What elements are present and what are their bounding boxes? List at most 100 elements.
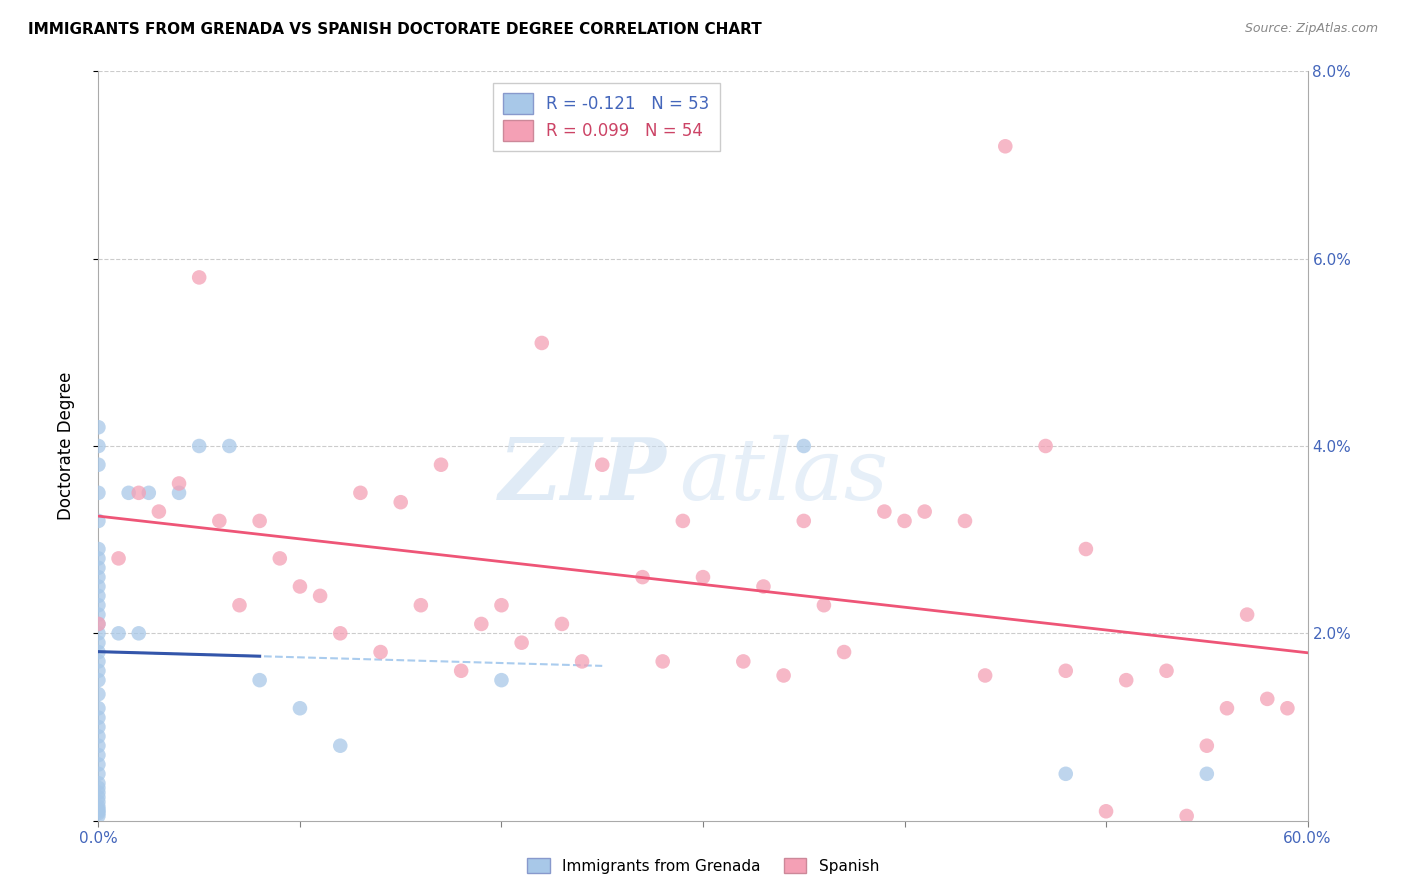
Point — [87, 730, 110, 744]
Text: ZIP: ZIP — [499, 434, 666, 517]
Point — [651, 655, 673, 669]
Point — [87, 645, 110, 659]
Y-axis label: Doctorate Degree: Doctorate Degree — [56, 372, 75, 520]
Point — [349, 485, 371, 500]
Point — [118, 485, 141, 500]
Point — [1216, 701, 1239, 715]
Point — [107, 626, 129, 640]
Point — [914, 505, 936, 519]
Point — [87, 809, 110, 823]
Point — [1054, 767, 1077, 781]
Point — [148, 505, 170, 519]
Point — [128, 626, 150, 640]
Point — [87, 780, 110, 795]
Point — [87, 664, 110, 678]
Point — [188, 270, 211, 285]
Point — [87, 485, 110, 500]
Point — [1256, 692, 1278, 706]
Point — [87, 617, 110, 632]
Point — [87, 687, 110, 701]
Point — [249, 514, 271, 528]
Point — [87, 458, 110, 472]
Point — [309, 589, 332, 603]
Point — [873, 505, 896, 519]
Point — [128, 485, 150, 500]
Point — [87, 786, 110, 800]
Point — [450, 664, 472, 678]
Point — [87, 673, 110, 688]
Point — [87, 589, 110, 603]
Point — [87, 767, 110, 781]
Point — [1277, 701, 1299, 715]
Point — [832, 645, 855, 659]
Point — [591, 458, 613, 472]
Point — [510, 635, 533, 649]
Text: Source: ZipAtlas.com: Source: ZipAtlas.com — [1244, 22, 1378, 36]
Point — [87, 805, 110, 819]
Point — [1095, 805, 1118, 819]
Point — [631, 570, 654, 584]
Point — [87, 617, 110, 632]
Point — [87, 720, 110, 734]
Point — [329, 739, 352, 753]
Point — [491, 673, 513, 688]
Text: atlas: atlas — [679, 434, 889, 517]
Point — [87, 655, 110, 669]
Point — [672, 514, 695, 528]
Point — [1156, 664, 1178, 678]
Point — [1195, 739, 1218, 753]
Point — [87, 795, 110, 809]
Point — [167, 485, 190, 500]
Legend: R = -0.121   N = 53, R = 0.099   N = 54: R = -0.121 N = 53, R = 0.099 N = 54 — [494, 84, 720, 151]
Point — [107, 551, 129, 566]
Point — [733, 655, 755, 669]
Point — [138, 485, 160, 500]
Point — [288, 580, 311, 594]
Point — [87, 420, 110, 434]
Point — [551, 617, 574, 632]
Point — [87, 747, 110, 762]
Point — [87, 570, 110, 584]
Point — [87, 776, 110, 790]
Point — [218, 439, 240, 453]
Point — [329, 626, 352, 640]
Point — [87, 806, 110, 821]
Point — [752, 580, 775, 594]
Point — [793, 514, 815, 528]
Point — [389, 495, 412, 509]
Point — [249, 673, 271, 688]
Point — [1115, 673, 1137, 688]
Point — [188, 439, 211, 453]
Point — [1054, 664, 1077, 678]
Point — [87, 514, 110, 528]
Point — [772, 668, 794, 682]
Point — [813, 599, 835, 613]
Point — [208, 514, 231, 528]
Point — [530, 336, 553, 351]
Point — [430, 458, 453, 472]
Point — [1074, 542, 1097, 557]
Point — [167, 476, 190, 491]
Point — [893, 514, 915, 528]
Point — [87, 799, 110, 814]
Point — [87, 439, 110, 453]
Point — [491, 599, 513, 613]
Point — [370, 645, 392, 659]
Point — [470, 617, 492, 632]
Point — [87, 710, 110, 724]
Point — [87, 551, 110, 566]
Point — [1035, 439, 1057, 453]
Point — [87, 542, 110, 557]
Point — [87, 626, 110, 640]
Point — [692, 570, 714, 584]
Point — [87, 790, 110, 805]
Point — [87, 561, 110, 575]
Point — [793, 439, 815, 453]
Point — [87, 580, 110, 594]
Point — [953, 514, 976, 528]
Point — [87, 607, 110, 622]
Point — [994, 139, 1017, 153]
Point — [269, 551, 291, 566]
Point — [1236, 607, 1258, 622]
Point — [87, 757, 110, 772]
